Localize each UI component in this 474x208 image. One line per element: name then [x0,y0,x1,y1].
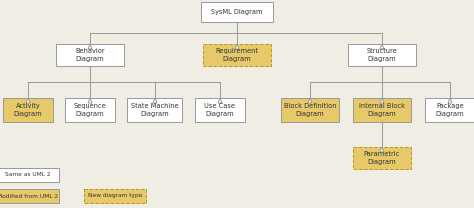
Text: Requirement
Diagram: Requirement Diagram [216,48,258,62]
Text: Modified from UML 2: Modified from UML 2 [0,193,59,198]
Bar [353,98,411,122]
Bar [56,44,124,66]
Text: Activity
Diagram: Activity Diagram [14,103,42,117]
Bar [348,44,416,66]
Text: Package
Diagram: Package Diagram [436,103,465,117]
Bar [128,98,182,122]
Bar [65,98,115,122]
Bar [425,98,474,122]
Text: Same as UML 2: Same as UML 2 [5,172,51,177]
Polygon shape [235,44,239,49]
Bar [195,98,245,122]
Text: Block Definition
Diagram: Block Definition Diagram [284,103,336,117]
Bar [84,189,146,203]
Bar [203,44,271,66]
Polygon shape [380,44,384,49]
Text: SysML Diagram: SysML Diagram [211,9,263,15]
Polygon shape [380,98,384,103]
Bar [3,98,53,122]
Text: New diagram type: New diagram type [88,193,142,198]
Text: Sequence
Diagram: Sequence Diagram [73,103,106,117]
Bar [0,168,59,182]
Polygon shape [153,98,157,103]
Bar [201,2,273,22]
Polygon shape [26,98,30,103]
Bar [353,147,411,169]
Polygon shape [380,147,384,152]
Polygon shape [218,98,222,103]
Polygon shape [308,98,312,103]
Text: Internal Block
Diagram: Internal Block Diagram [359,103,405,117]
Bar [0,189,59,203]
Polygon shape [88,98,92,103]
Polygon shape [448,98,452,103]
Text: Parametric
Diagram: Parametric Diagram [364,151,400,165]
Polygon shape [88,44,92,49]
Text: Use Case
Diagram: Use Case Diagram [204,103,236,117]
Text: State Machine
Diagram: State Machine Diagram [131,103,179,117]
Text: Behavior
Diagram: Behavior Diagram [75,48,105,62]
Bar [281,98,339,122]
Text: Structure
Diagram: Structure Diagram [366,48,397,62]
